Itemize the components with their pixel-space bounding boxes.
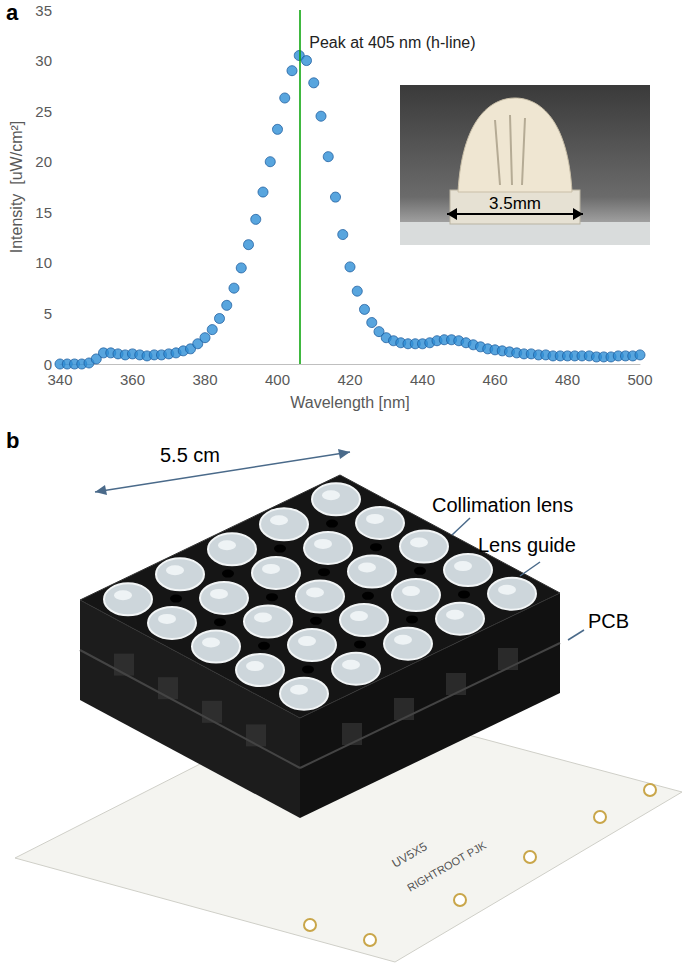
- svg-text:500: 500: [627, 371, 652, 388]
- svg-text:0: 0: [44, 356, 52, 373]
- svg-text:5.5 cm: 5.5 cm: [160, 444, 220, 466]
- svg-text:Collimation lens: Collimation lens: [432, 494, 573, 516]
- svg-text:PCB: PCB: [588, 610, 629, 632]
- svg-text:360: 360: [120, 371, 145, 388]
- svg-text:420: 420: [337, 371, 362, 388]
- svg-text:400: 400: [265, 371, 290, 388]
- svg-text:340: 340: [47, 371, 72, 388]
- svg-text:a: a: [6, 0, 19, 25]
- svg-text:3.5mm: 3.5mm: [489, 194, 541, 213]
- svg-text:460: 460: [482, 371, 507, 388]
- svg-text:10: 10: [35, 254, 52, 271]
- svg-text:20: 20: [35, 153, 52, 170]
- svg-text:UV5X5: UV5X5: [390, 839, 430, 870]
- svg-text:480: 480: [555, 371, 580, 388]
- svg-text:Wavelength [nm]: Wavelength [nm]: [290, 394, 409, 411]
- svg-text:35: 35: [35, 2, 52, 19]
- svg-text:25: 25: [35, 103, 52, 120]
- svg-text:30: 30: [35, 52, 52, 69]
- svg-text:15: 15: [35, 204, 52, 221]
- svg-text:b: b: [6, 428, 19, 453]
- svg-text:Peak at 405 nm (h-line): Peak at 405 nm (h-line): [309, 34, 475, 51]
- svg-text:Lens guide: Lens guide: [478, 534, 576, 556]
- svg-text:Intensity [uW/cm²]: Intensity [uW/cm²]: [8, 121, 25, 253]
- svg-text:RIGHTROOT PJK: RIGHTROOT PJK: [405, 838, 489, 893]
- svg-text:380: 380: [192, 371, 217, 388]
- svg-text:5: 5: [44, 305, 52, 322]
- svg-text:440: 440: [410, 371, 435, 388]
